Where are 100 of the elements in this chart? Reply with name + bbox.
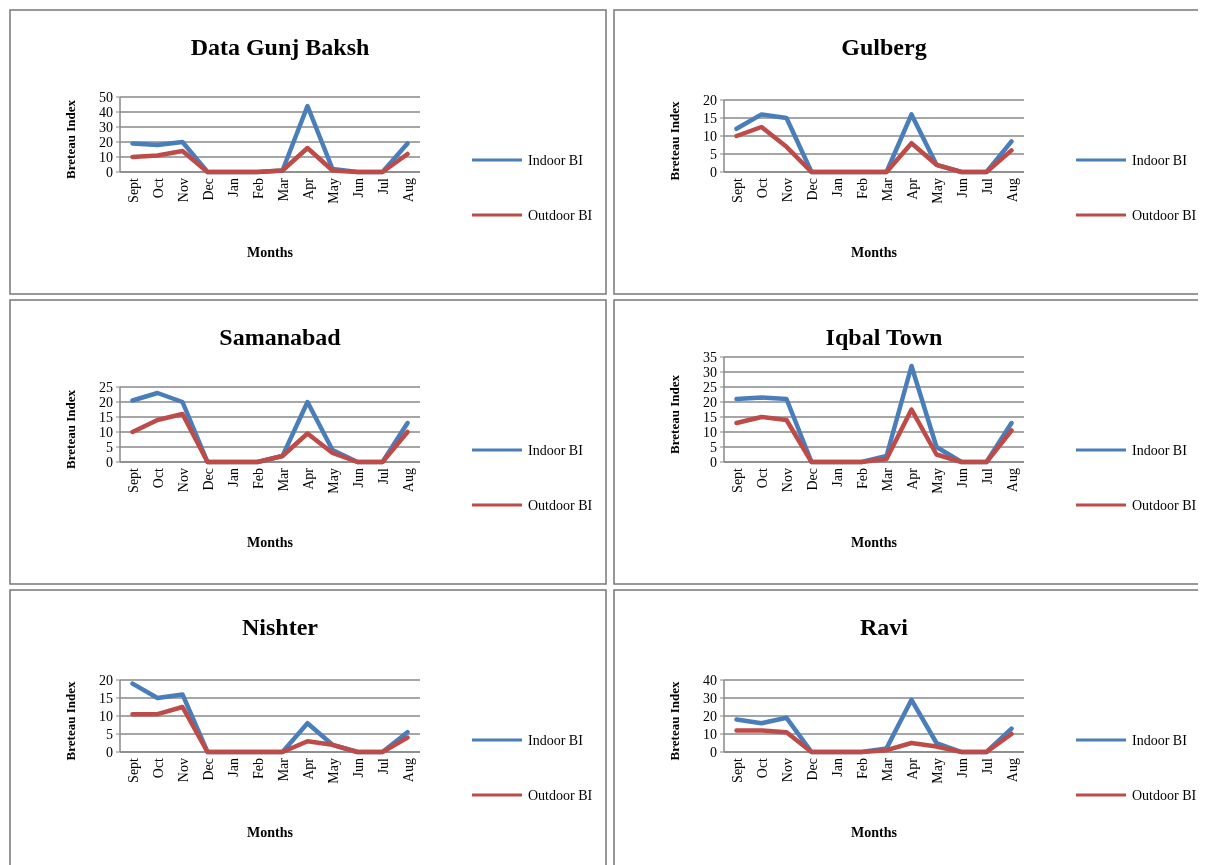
legend-label: Indoor BI <box>528 732 584 748</box>
x-tick-label: Feb <box>250 178 266 199</box>
x-tick-label: Mar <box>879 467 895 492</box>
y-tick-label: 0 <box>106 744 113 760</box>
y-tick-label: 20 <box>99 394 113 410</box>
x-tick-label: Dec <box>804 178 820 201</box>
x-tick-label: Feb <box>854 468 870 489</box>
chart-title: Gulberg <box>841 34 927 60</box>
x-tick-label: Oct <box>150 467 166 489</box>
x-tick-label: Nov <box>779 178 795 203</box>
x-tick-label: Apr <box>300 757 316 780</box>
legend-label: Outdoor BI <box>1132 787 1197 803</box>
x-tick-label: Sept <box>729 467 745 493</box>
x-tick-label: Jan <box>829 758 845 777</box>
y-axis-title: Breteau Index <box>63 681 78 761</box>
x-tick-label: Jul <box>375 467 391 485</box>
y-tick-label: 30 <box>703 690 717 706</box>
x-tick-label: Mar <box>879 757 895 782</box>
y-tick-label: 15 <box>99 690 113 706</box>
y-tick-label: 20 <box>703 92 717 108</box>
y-tick-label: 0 <box>106 164 113 180</box>
x-axis-title: Months <box>851 245 898 260</box>
y-tick-label: 50 <box>99 89 113 105</box>
x-tick-label: Sept <box>729 177 745 203</box>
legend-label: Outdoor BI <box>1132 207 1197 223</box>
y-tick-label: 20 <box>99 672 113 688</box>
legend-label: Outdoor BI <box>528 787 593 803</box>
x-tick-label: Jun <box>350 178 366 198</box>
chart-title: Nishter <box>242 614 319 640</box>
legend-label: Indoor BI <box>1132 152 1188 168</box>
x-tick-label: Jun <box>954 758 970 778</box>
y-tick-label: 20 <box>99 134 113 150</box>
x-axis-title: Months <box>247 825 294 840</box>
x-tick-label: Oct <box>150 757 166 779</box>
x-tick-label: Jul <box>979 757 995 775</box>
x-tick-label: Jun <box>954 178 970 198</box>
x-tick-label: Dec <box>804 758 820 781</box>
legend-label: Indoor BI <box>1132 732 1188 748</box>
x-tick-label: Sept <box>125 467 141 493</box>
x-tick-label: Mar <box>275 757 291 782</box>
x-tick-label: Aug <box>400 468 416 493</box>
x-tick-label: Apr <box>904 757 920 780</box>
x-tick-label: Jun <box>954 468 970 488</box>
x-tick-label: Apr <box>300 467 316 490</box>
x-tick-label: Nov <box>175 178 191 203</box>
y-tick-label: 20 <box>703 708 717 724</box>
y-tick-label: 15 <box>99 409 113 425</box>
y-tick-label: 5 <box>710 439 717 455</box>
x-tick-label: Apr <box>904 467 920 490</box>
y-tick-label: 10 <box>99 149 113 165</box>
x-tick-label: Nov <box>175 468 191 493</box>
x-tick-label: Sept <box>125 177 141 203</box>
y-tick-label: 0 <box>710 164 717 180</box>
x-tick-label: May <box>325 758 341 784</box>
x-tick-label: Sept <box>125 757 141 783</box>
x-tick-label: Feb <box>250 468 266 489</box>
chart-title: Samanabad <box>219 324 342 350</box>
y-axis-title: Breteau Index <box>63 389 78 469</box>
y-tick-label: 5 <box>710 146 717 162</box>
y-tick-label: 10 <box>99 708 113 724</box>
y-tick-label: 10 <box>703 726 717 742</box>
x-tick-label: May <box>325 178 341 204</box>
x-axis-title: Months <box>247 535 294 550</box>
x-tick-label: Aug <box>1004 178 1020 203</box>
y-tick-label: 25 <box>703 379 717 395</box>
x-tick-label: Oct <box>150 177 166 199</box>
x-tick-label: Aug <box>400 178 416 203</box>
x-tick-label: May <box>929 468 945 494</box>
x-tick-label: May <box>325 468 341 494</box>
x-tick-label: Aug <box>1004 758 1020 783</box>
x-tick-label: Sept <box>729 757 745 783</box>
chart-title: Iqbal Town <box>825 324 943 350</box>
x-tick-label: Jan <box>225 178 241 197</box>
y-axis-title: Breteau Index <box>667 681 682 761</box>
y-tick-label: 25 <box>99 379 113 395</box>
legend-label: Indoor BI <box>1132 442 1188 458</box>
x-tick-label: Dec <box>200 468 216 491</box>
x-tick-label: Nov <box>175 758 191 783</box>
x-tick-label: Aug <box>400 758 416 783</box>
x-tick-label: Oct <box>754 757 770 779</box>
x-tick-label: Jul <box>375 757 391 775</box>
y-tick-label: 5 <box>106 439 113 455</box>
y-tick-label: 30 <box>99 119 113 135</box>
x-tick-label: Apr <box>904 177 920 200</box>
y-tick-label: 0 <box>710 744 717 760</box>
x-tick-label: Nov <box>779 468 795 493</box>
x-tick-label: Jun <box>350 468 366 488</box>
x-tick-label: Jun <box>350 758 366 778</box>
y-tick-label: 15 <box>703 110 717 126</box>
x-tick-label: Dec <box>200 178 216 201</box>
x-tick-label: Mar <box>879 177 895 202</box>
y-tick-label: 30 <box>703 364 717 380</box>
legend-label: Outdoor BI <box>528 497 593 513</box>
x-tick-label: Mar <box>275 177 291 202</box>
x-tick-label: Apr <box>300 177 316 200</box>
x-tick-label: Mar <box>275 467 291 492</box>
y-axis-title: Breteau Index <box>63 99 78 179</box>
y-tick-label: 5 <box>106 726 113 742</box>
y-tick-label: 15 <box>703 409 717 425</box>
legend-label: Indoor BI <box>528 152 584 168</box>
